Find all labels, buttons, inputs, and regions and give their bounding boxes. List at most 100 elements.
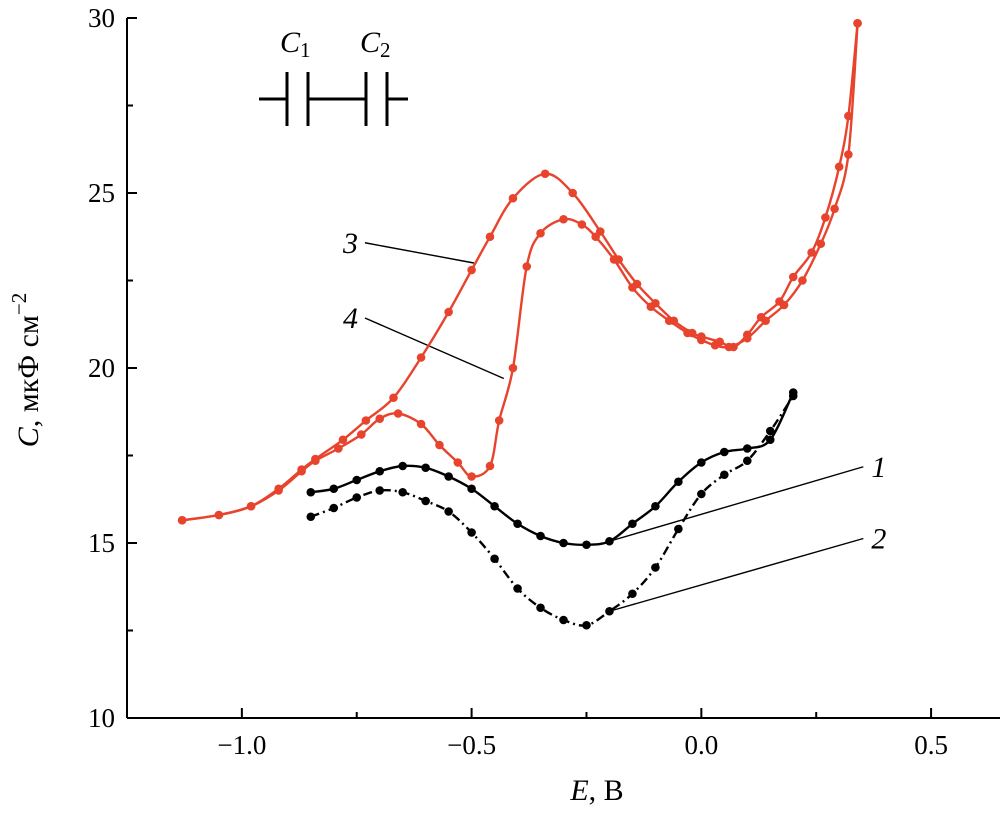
curve-labels: 3 4 1 2 bbox=[342, 227, 886, 556]
series-2-point bbox=[628, 589, 637, 599]
series-4-point bbox=[453, 458, 463, 467]
series-4-point bbox=[761, 316, 770, 326]
x-ticks: −1.0 −0.5 0.0 0.5 bbox=[126, 708, 948, 760]
series-4-point bbox=[646, 302, 656, 312]
series-4-point bbox=[536, 228, 545, 238]
series-1-point bbox=[674, 477, 683, 487]
leader-line-4 bbox=[364, 317, 505, 380]
equivalent-circuit-inset: C1 C2 bbox=[259, 26, 408, 126]
curve-label-2: 2 bbox=[871, 523, 886, 556]
chart-axes bbox=[126, 18, 1000, 719]
series-4-point bbox=[577, 220, 587, 229]
series-4-point bbox=[435, 440, 444, 450]
x-tick-label: 0.5 bbox=[914, 730, 948, 760]
curve-label-leaders bbox=[364, 242, 864, 612]
x-axis-unit: , В bbox=[589, 774, 624, 807]
series-2-point bbox=[490, 554, 499, 564]
series-4-point bbox=[816, 239, 826, 249]
x-tick-label: 0.0 bbox=[684, 730, 718, 760]
series-3-point bbox=[485, 232, 495, 242]
series-2-point bbox=[352, 493, 362, 502]
capacitor-c2-label: C2 bbox=[360, 26, 391, 62]
series-3-point bbox=[467, 265, 476, 275]
y-axis-unit-superscript: −2 bbox=[7, 293, 31, 315]
series-1-line bbox=[310, 391, 795, 547]
series-4-point bbox=[664, 316, 674, 326]
y-tick-label: 15 bbox=[88, 528, 115, 558]
x-tick-label: −1.0 bbox=[217, 730, 266, 760]
series-2-point bbox=[674, 524, 683, 534]
series-2-point bbox=[513, 584, 522, 593]
series-4-point bbox=[697, 335, 706, 345]
series-4-point bbox=[297, 466, 306, 476]
series-4-point bbox=[357, 430, 366, 439]
series-1-point bbox=[536, 531, 545, 541]
series-1-point bbox=[306, 487, 316, 497]
series-2-point bbox=[467, 528, 476, 537]
series-2-point bbox=[605, 606, 614, 616]
series-2-point bbox=[329, 503, 339, 513]
series-4-point bbox=[508, 363, 518, 373]
y-tick-label: 10 bbox=[88, 703, 115, 733]
series-layer bbox=[177, 18, 862, 630]
y-axis-var: C bbox=[12, 426, 45, 447]
series-2-line bbox=[310, 395, 795, 627]
leader-line-1 bbox=[609, 466, 864, 542]
capacitor-c2-symbol: C bbox=[360, 26, 381, 59]
series-2-point bbox=[582, 620, 591, 630]
series-4-point bbox=[798, 276, 807, 285]
series-2-point bbox=[765, 426, 775, 436]
series-3-point bbox=[834, 162, 844, 172]
series-4 bbox=[177, 18, 862, 525]
series-2-point bbox=[306, 512, 316, 522]
series-4-point bbox=[467, 472, 476, 481]
series-3-point bbox=[807, 248, 816, 257]
series-1-point bbox=[765, 435, 775, 445]
series-2-point bbox=[536, 603, 545, 613]
series-4-point bbox=[393, 409, 403, 418]
series-3-line bbox=[181, 23, 859, 522]
series-3-point bbox=[821, 213, 830, 222]
series-2-point bbox=[742, 456, 752, 466]
series-4-point bbox=[334, 444, 343, 453]
series-3-point bbox=[540, 169, 550, 179]
series-1 bbox=[306, 388, 798, 550]
series-3-point bbox=[788, 272, 798, 282]
series-4-point bbox=[416, 419, 426, 429]
series-2-point bbox=[375, 486, 385, 495]
series-4-point bbox=[375, 414, 385, 424]
series-2-point bbox=[421, 496, 430, 506]
series-1-point bbox=[398, 461, 407, 471]
y-ticks: 10 15 20 25 30 bbox=[88, 3, 137, 733]
curve-label-4: 4 bbox=[343, 302, 358, 335]
series-1-point bbox=[513, 519, 522, 529]
series-1-point bbox=[720, 447, 729, 457]
series-4-point bbox=[724, 342, 734, 352]
x-tick-label: −0.5 bbox=[447, 730, 496, 760]
series-4-point bbox=[683, 328, 692, 338]
curve-label-3: 3 bbox=[342, 227, 358, 260]
series-1-point bbox=[444, 472, 453, 481]
series-1-point bbox=[329, 484, 339, 494]
series-1-point bbox=[742, 444, 752, 453]
series-2-point bbox=[651, 563, 660, 572]
series-3-point bbox=[416, 353, 426, 362]
series-1-point bbox=[490, 501, 499, 511]
series-4-point bbox=[853, 18, 862, 28]
series-1-point bbox=[628, 519, 637, 529]
series-1-point bbox=[375, 466, 385, 476]
series-2-point bbox=[398, 487, 407, 497]
series-1-point bbox=[421, 463, 430, 473]
series-4-point bbox=[628, 283, 637, 292]
series-4-point bbox=[485, 461, 495, 471]
series-3 bbox=[177, 18, 862, 525]
series-3-point bbox=[338, 435, 348, 445]
series-1-point bbox=[559, 538, 568, 548]
leader-line-2 bbox=[609, 537, 864, 612]
series-4-point bbox=[742, 333, 752, 343]
capacitor-c1-label: C1 bbox=[280, 26, 311, 62]
y-tick-label: 20 bbox=[88, 353, 115, 383]
series-3-point bbox=[568, 188, 577, 198]
series-4-point bbox=[710, 340, 720, 350]
capacitor-c1-subscript: 1 bbox=[300, 38, 311, 62]
